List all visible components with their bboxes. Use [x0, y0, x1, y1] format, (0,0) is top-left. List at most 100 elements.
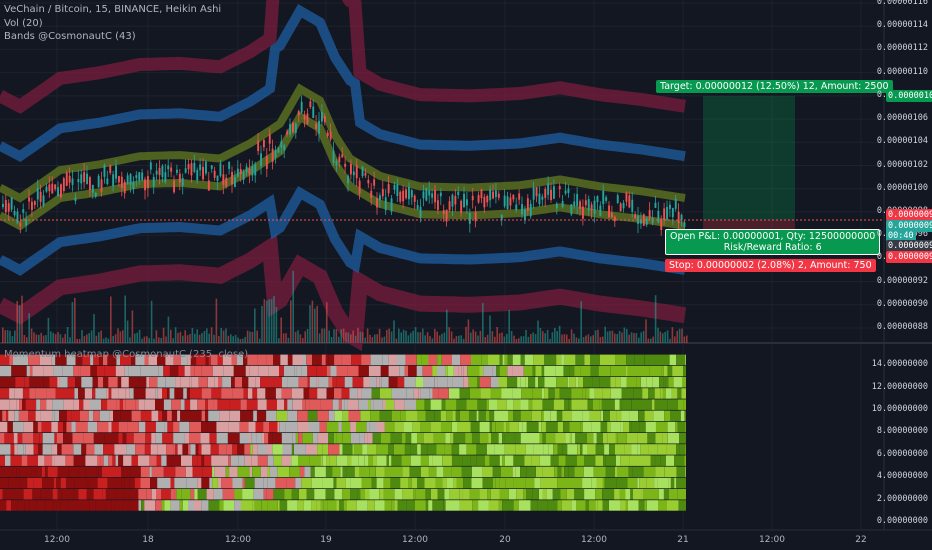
heatmap-cell: [189, 433, 201, 444]
heatmap-cell: [149, 455, 157, 466]
heatmap-cell: [135, 354, 145, 366]
volume-bar: [33, 332, 35, 343]
heatmap-cell: [534, 477, 541, 489]
heatmap-cell: [674, 477, 677, 489]
heatmap-cell: [182, 444, 188, 455]
heatmap-cell: [599, 399, 602, 410]
heatmap-cell: [186, 388, 190, 399]
heatmap-tick-label: 2.00000000: [876, 493, 928, 504]
heatmap-legend-label: Momentum heatmap @CosmonautC (235, close…: [4, 349, 249, 360]
heatmap-cell: [317, 410, 329, 422]
heatmap-cell: [406, 388, 414, 399]
volume-bar: [143, 336, 146, 343]
heatmap-cell: [93, 410, 100, 422]
heatmap-cell: [585, 388, 590, 399]
heatmap-cell: [553, 399, 565, 410]
candle-body: [486, 196, 489, 203]
candle-body: [677, 211, 680, 224]
heatmap-cell: [284, 399, 288, 410]
volume-legend[interactable]: Vol (20): [4, 18, 43, 29]
heatmap-cell: [144, 500, 156, 511]
heatmap-cell: [632, 365, 639, 377]
heatmap-cell: [334, 388, 342, 399]
heatmap-cell: [164, 500, 171, 511]
heatmap-cell: [454, 466, 462, 478]
heatmap-cell: [518, 500, 531, 511]
heatmap-cell: [170, 500, 180, 511]
volume-bar: [18, 305, 21, 343]
heatmap-cell: [222, 421, 229, 433]
heatmap-cell: [487, 489, 491, 500]
symbol-title[interactable]: VeChain / Bitcoin, 15, BINANCE, Heikin A…: [4, 4, 222, 15]
heatmap-cell: [146, 377, 150, 388]
candle-body: [671, 208, 674, 218]
heatmap-cell: [652, 377, 660, 388]
heatmap-cell: [654, 399, 661, 410]
heatmap-tick-label: 12.00000000: [871, 381, 928, 392]
volume-bar: [544, 333, 546, 343]
target-label[interactable]: Target: 0.00000012 (12.50%) 12, Amount: …: [656, 80, 893, 93]
volume-bar: [402, 329, 405, 343]
candle-body: [13, 211, 16, 216]
volume-bar: [558, 325, 561, 343]
open-pnl-label[interactable]: Open P&L: 0.00000001, Qty: 12500000000 R…: [665, 229, 881, 255]
heatmap-cell: [164, 421, 168, 433]
heatmap-cell: [318, 377, 329, 388]
heatmap-cell: [125, 388, 130, 399]
heatmap-cell: [218, 444, 227, 455]
heatmap-cell: [295, 477, 302, 489]
candle-body: [202, 166, 204, 180]
heatmap-cell: [657, 477, 669, 489]
heatmap-cell: [184, 365, 191, 377]
heatmap-cell: [532, 399, 543, 410]
heatmap-cell: [242, 377, 249, 388]
candle-body: [442, 210, 445, 214]
heatmap-cell: [222, 377, 231, 388]
price-tick-label: 0.00000092: [876, 275, 928, 286]
heatmap-cell: [564, 399, 569, 410]
heatmap-cell: [644, 410, 654, 422]
heatmap-cell: [209, 477, 213, 489]
heatmap-cell: [0, 477, 9, 489]
heatmap-cell: [550, 455, 559, 466]
heatmap-cell: [538, 421, 542, 433]
symbol-legend[interactable]: VeChain / Bitcoin, 15, BINANCE, Heikin A…: [4, 4, 221, 15]
heatmap-cell: [565, 455, 577, 466]
candle-body: [634, 214, 637, 219]
heatmap-cell: [571, 410, 583, 422]
heatmap-cell: [660, 388, 663, 399]
heatmap-cell: [306, 489, 315, 500]
volume-bar: [191, 327, 194, 343]
volume-bar: [23, 335, 26, 343]
candle-body: [628, 195, 631, 208]
candle-body: [74, 197, 77, 202]
heatmap-cell: [342, 489, 351, 500]
heatmap-cell: [402, 433, 406, 444]
volume-bar: [302, 338, 304, 343]
candle-body: [115, 165, 117, 179]
heatmap-cell: [459, 444, 467, 455]
heatmap-cell: [595, 444, 605, 455]
heatmap-cell: [386, 455, 389, 466]
price-tick-label: 0.00000090: [876, 298, 928, 309]
heatmap-cell: [467, 365, 480, 377]
heatmap-legend[interactable]: Momentum heatmap @CosmonautC (235, close…: [4, 349, 248, 360]
volume-bar: [664, 331, 666, 343]
heatmap-cell: [157, 477, 161, 489]
heatmap-cell: [291, 444, 294, 455]
volume-bar: [129, 337, 131, 343]
heatmap-cell: [513, 477, 526, 489]
bands-legend[interactable]: Bands @CosmonautC (43): [4, 31, 136, 42]
heatmap-cell: [325, 489, 335, 500]
heatmap-cell: [171, 399, 181, 410]
heatmap-cell: [40, 399, 47, 410]
heatmap-cell: [451, 444, 460, 455]
candle-body: [28, 197, 30, 202]
heatmap-tick-label: 8.00000000: [876, 426, 928, 437]
heatmap-cell: [123, 466, 131, 478]
candle-body: [251, 166, 254, 176]
stop-label[interactable]: Stop: 0.00000002 (2.08%) 2, Amount: 750: [665, 259, 876, 272]
heatmap-cell: [134, 477, 141, 489]
heatmap-cell: [194, 365, 202, 377]
heatmap-cell: [144, 444, 151, 455]
